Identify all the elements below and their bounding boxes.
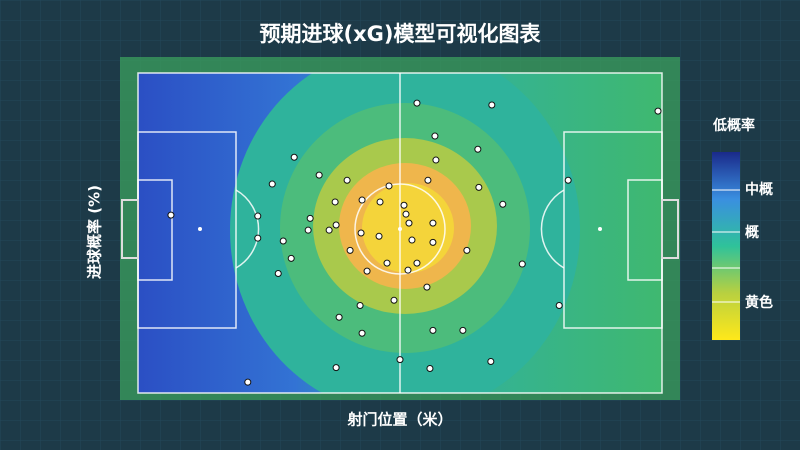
- shot-point: [244, 378, 252, 386]
- shot-point: [474, 145, 482, 153]
- shot-point: [331, 198, 339, 206]
- shot-point: [429, 219, 437, 227]
- heatmap: [138, 73, 662, 393]
- shot-point: [325, 226, 333, 234]
- shot-point: [404, 266, 412, 274]
- shot-point: [431, 132, 439, 140]
- shot-point: [287, 254, 295, 262]
- shot-point: [357, 229, 365, 237]
- shot-point: [564, 176, 572, 184]
- shot-point: [426, 365, 434, 373]
- shot-point: [306, 214, 314, 222]
- shot-point: [499, 200, 507, 208]
- colorbar: [712, 152, 740, 340]
- shot-point: [332, 221, 340, 229]
- colorbar-label: 黄色: [745, 294, 773, 311]
- shot-point: [376, 198, 384, 206]
- shot-point: [555, 301, 563, 309]
- colorbar-title: 低概率: [712, 117, 755, 134]
- shot-point: [654, 107, 662, 115]
- shot-point: [254, 212, 262, 220]
- shot-point: [518, 260, 526, 268]
- shot-point: [358, 196, 366, 204]
- colorbar-label: 中概: [745, 181, 773, 198]
- shots: [167, 99, 662, 386]
- shot-point: [408, 236, 416, 244]
- shot-point: [304, 226, 312, 234]
- shot-point: [335, 313, 343, 321]
- shot-point: [290, 153, 298, 161]
- shot-point: [459, 326, 467, 334]
- y-axis-label: 进球概率 (%): [86, 185, 104, 279]
- shot-point: [429, 326, 437, 334]
- shot-point: [390, 296, 398, 304]
- shot-point: [463, 246, 471, 254]
- colorbar-ticks: [712, 189, 740, 303]
- shot-point: [405, 219, 413, 227]
- shot-point: [487, 357, 495, 365]
- shot-point: [332, 364, 340, 372]
- shot-point: [423, 283, 431, 291]
- shot-point: [413, 259, 421, 267]
- shot-point: [268, 180, 276, 188]
- shot-point: [358, 329, 366, 337]
- shot-point: [274, 269, 282, 277]
- shot-point: [383, 259, 391, 267]
- shot-point: [475, 183, 483, 191]
- shot-point: [385, 182, 393, 190]
- shot-point: [432, 156, 440, 164]
- colorbar-label: 概: [745, 224, 759, 241]
- shot-point: [400, 201, 408, 209]
- shot-point: [424, 176, 432, 184]
- shot-point: [396, 356, 404, 364]
- shot-point: [363, 267, 371, 275]
- x-axis-label: 射门位置（米）: [346, 411, 452, 429]
- shot-point: [343, 176, 351, 184]
- shot-point: [315, 171, 323, 179]
- shot-point: [375, 232, 383, 240]
- shot-point: [254, 234, 262, 242]
- shot-point: [413, 99, 421, 107]
- shot-point: [279, 237, 287, 245]
- shot-point: [356, 301, 364, 309]
- shot-point: [167, 211, 175, 219]
- pitch-lines: [121, 72, 679, 394]
- shot-point: [488, 101, 496, 109]
- shot-point: [402, 210, 410, 218]
- chart-title: 预期进球(xG)模型可视化图表: [260, 22, 542, 46]
- shot-point: [429, 238, 437, 246]
- shot-point: [346, 246, 354, 254]
